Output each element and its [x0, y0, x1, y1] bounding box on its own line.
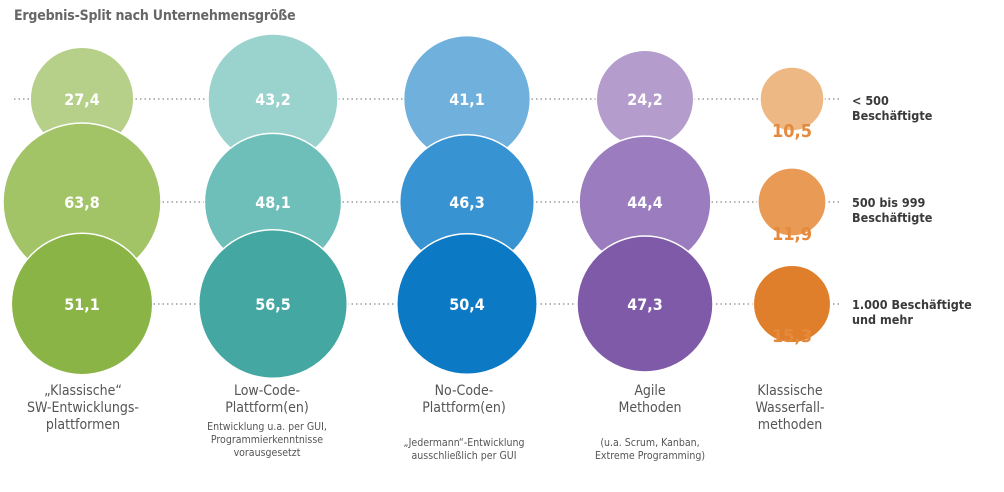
value-label-cat1-row0: 43,2 — [255, 90, 291, 109]
value-label-cat4-row0: 10,5 — [772, 121, 812, 142]
category-label-low-code: Low-Code- Plattform(en) — [225, 383, 309, 416]
value-label-cat2-row1: 46,3 — [449, 193, 485, 212]
value-label-cat4-row2: 15,3 — [772, 326, 812, 347]
value-label-cat0-row0: 27,4 — [64, 90, 100, 109]
value-label-cat1-row2: 56,5 — [255, 295, 291, 314]
value-label-cat4-row1: 11,9 — [772, 224, 812, 245]
bubble-cat1-row2 — [197, 228, 349, 380]
category-label-wasserfall: Klassische Wasserfall- methoden — [755, 383, 825, 433]
bubble-cat4-row1 — [757, 167, 827, 237]
value-label-cat2-row2: 50,4 — [449, 295, 485, 314]
category-sublabel-low-code: Entwicklung u.a. per GUI, Programmierken… — [207, 421, 327, 459]
row-label-1000-plus: 1.000 Beschäftigte und mehr — [852, 297, 972, 327]
value-label-cat0-row2: 51,1 — [64, 295, 100, 314]
value-label-cat2-row0: 41,1 — [449, 90, 485, 109]
value-label-cat3-row2: 47,3 — [627, 295, 663, 314]
bubble-cat4-row0 — [759, 66, 825, 132]
bubble-cat4-row2 — [752, 264, 832, 344]
bubble-cat3-row2 — [576, 235, 714, 373]
bubble-cat0-row2 — [10, 232, 154, 376]
row-label-500-999: 500 bis 999 Beschäftigte — [852, 195, 933, 225]
chart-title: Ergebnis-Split nach Unternehmensgröße — [14, 8, 296, 24]
value-label-cat1-row1: 48,1 — [255, 193, 291, 212]
value-label-cat3-row1: 44,4 — [627, 193, 663, 212]
value-label-cat3-row0: 24,2 — [627, 90, 663, 109]
category-sublabel-agile: (u.a. Scrum, Kanban, Extreme Programming… — [594, 437, 706, 462]
value-label-cat0-row1: 63,8 — [64, 193, 100, 212]
bubble-cat2-row2 — [396, 233, 538, 375]
category-label-no-code: No-Code- Plattform(en) — [422, 383, 506, 416]
category-label-klassische-sw: „Klassische“ SW-Entwicklungs- plattforme… — [27, 383, 139, 433]
category-label-agile: Agile Methoden — [618, 383, 682, 416]
row-label-lt-500: < 500 Beschäftigte — [852, 93, 933, 123]
category-sublabel-no-code: „Jedermann“-Entwicklung ausschließlich p… — [403, 437, 525, 462]
